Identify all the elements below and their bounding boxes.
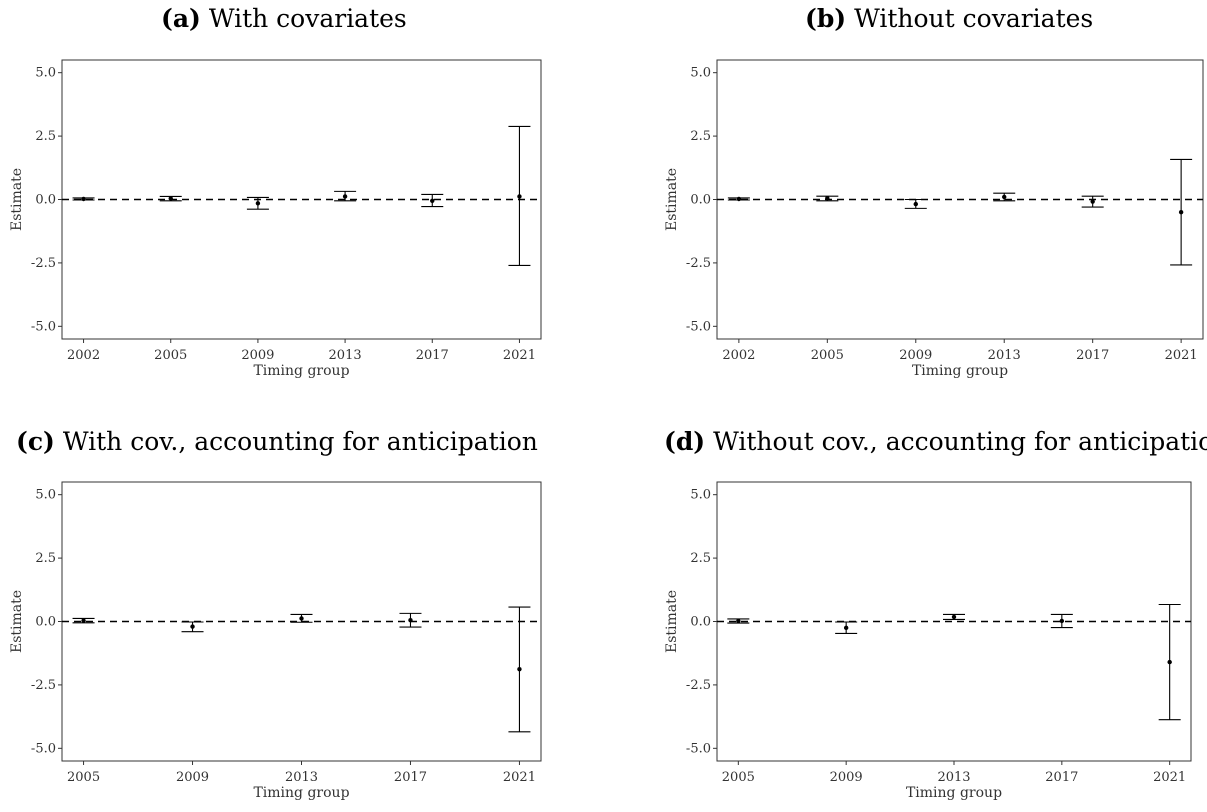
y-tick-label: 0.0 [35,193,56,208]
y-tick-label: -2.5 [686,678,711,693]
y-tick-label: -2.5 [686,256,711,271]
x-axis-label: Timing group [912,363,1008,379]
y-axis-label: Estimate [9,590,25,653]
y-tick-label: 5.0 [690,66,711,81]
y-tick-label: -5.0 [686,319,711,334]
y-tick-label: 5.0 [35,488,56,503]
estimate-point [825,196,830,201]
panel-title-text: Without cov., accounting for anticipatio… [713,427,1207,456]
panel-title-c: (c) With cov., accounting for anticipati… [16,427,538,456]
x-tick-label: 2005 [722,770,755,785]
y-axis-label: Estimate [664,168,680,231]
panel-title-b: (b) Without covariates [805,4,1093,33]
y-tick-label: 5.0 [35,66,56,81]
panel-tag: (c) [16,427,55,456]
x-tick-label: 2021 [1153,770,1186,785]
x-tick-label: 2013 [937,770,970,785]
x-tick-label: 2005 [811,348,844,363]
x-tick-label: 2005 [67,770,100,785]
x-tick-label: 2002 [722,348,755,363]
x-tick-label: 2021 [503,770,536,785]
y-tick-label: 0.0 [690,193,711,208]
y-tick-label: -5.0 [31,741,56,756]
panel-title-text: With cov., accounting for anticipation [62,427,538,456]
y-tick-label: 2.5 [35,551,56,566]
y-tick-label: 5.0 [690,488,711,503]
panel-tag: (b) [805,4,847,33]
estimate-point [736,618,741,624]
x-axis-label: Timing group [906,785,1002,801]
estimate-point [1090,199,1095,204]
x-tick-label: 2013 [285,770,318,785]
x-tick-label: 2005 [154,348,187,363]
estimate-point [1178,209,1184,215]
estimate-point [736,196,742,202]
x-tick-label: 2009 [176,770,209,785]
estimate-point [299,616,304,621]
x-tick-label: 2021 [503,348,536,363]
panel-title-d: (d) Without cov., accounting for anticip… [664,427,1207,456]
chart-panel-a: -5.0 -2.5 0.0 2.5 5.0 2002 2005 2009 2013 2017 202… [9,59,542,379]
x-axis-label: Timing group [253,363,349,379]
y-tick-label: -5.0 [31,319,56,334]
x-tick-label: 2017 [1045,770,1078,785]
panel-title-text: With covariates [208,4,407,33]
estimate-point [81,618,86,623]
estimate-point [1167,659,1172,665]
y-axis-label: Estimate [9,168,25,231]
estimate-point [430,198,435,203]
chart-panel-c: -5.0 -2.5 0.0 2.5 5.0 2005 2009 2013 2017 2021 Tim… [9,481,542,801]
estimate-point [843,625,849,631]
estimate-point [1002,194,1007,200]
y-tick-label: 2.5 [35,129,56,144]
x-tick-label: 2013 [329,348,362,363]
estimate-point [1059,618,1065,624]
chart-panel-d: -5.0 -2.5 0.0 2.5 5.0 2005 2009 2013 2017 2021 Tim… [664,481,1192,801]
y-tick-label: 0.0 [690,615,711,630]
x-tick-label: 2017 [416,348,449,363]
x-axis-label: Timing group [253,785,349,801]
estimate-point [913,201,918,207]
y-tick-label: 2.5 [690,551,711,566]
y-axis-label: Estimate [664,590,680,653]
x-tick-label: 2021 [1165,348,1198,363]
x-tick-label: 2002 [67,348,100,363]
x-tick-label: 2017 [394,770,427,785]
y-tick-label: 2.5 [690,129,711,144]
estimate-point [81,196,86,202]
plot-frame [61,59,542,340]
panel-title-text: Without covariates [854,4,1094,33]
estimate-point [951,614,957,620]
x-tick-label: 2017 [1076,348,1109,363]
x-tick-label: 2009 [241,348,274,363]
estimate-point [168,196,173,201]
estimate-point [408,618,413,623]
estimate-point [255,201,261,206]
estimate-point [190,624,195,629]
y-tick-label: -2.5 [31,256,56,271]
estimate-point [342,194,348,199]
chart-panel-b: -5.0 -2.5 0.0 2.5 5.0 2002 2005 2009 2013 2017 202… [664,59,1204,379]
panel-tag: (a) [161,4,201,33]
x-tick-label: 2009 [899,348,932,363]
x-tick-label: 2013 [988,348,1021,363]
x-tick-label: 2009 [830,770,863,785]
panel-title-a: (a) With covariates [161,4,407,33]
y-tick-label: 0.0 [35,615,56,630]
estimate-point [517,194,522,199]
y-tick-label: -5.0 [686,741,711,756]
estimate-point [517,666,522,672]
y-tick-label: -2.5 [31,678,56,693]
panel-tag: (d) [664,427,706,456]
